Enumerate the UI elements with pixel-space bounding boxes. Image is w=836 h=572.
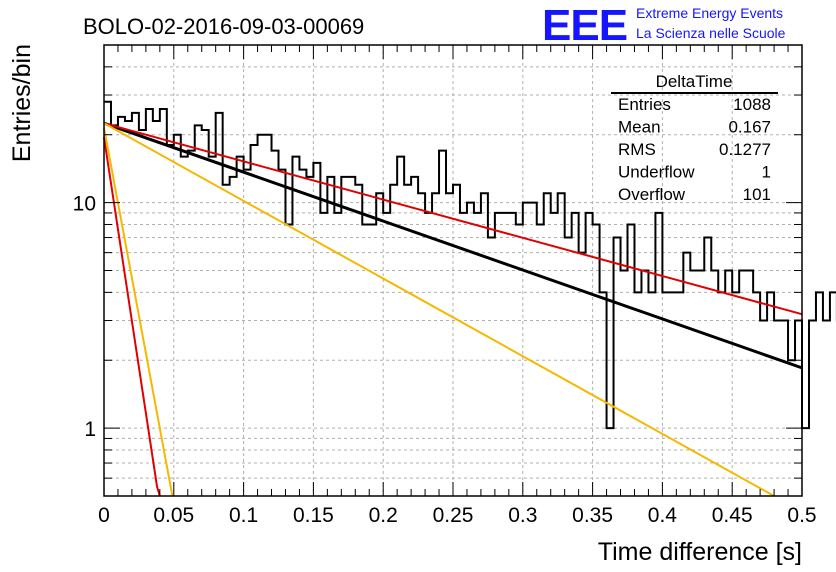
fit-line-red [103,122,803,316]
y-axis-title: Entries/bin [8,44,36,162]
chart-title: BOLO-02-2016-09-03-00069 [83,14,364,39]
stats-row-label: Underflow [618,163,695,182]
stats-row-label: Entries [618,95,671,114]
fit-line-red [103,137,161,497]
x-tick-label: 0.05 [153,504,194,527]
stats-row-label: Mean [618,118,661,137]
x-tick-label: 0.35 [572,504,613,527]
x-tick-label: 0 [98,504,110,527]
y-tick-label: 10 [73,193,96,216]
histogram [104,100,836,430]
stats-row-value: 1 [762,163,771,182]
y-tick-label: 1 [84,418,96,441]
x-tick-label: 0.5 [787,504,816,527]
fit-line-orange [103,127,174,497]
y-axis: 1 10 [73,44,802,497]
eee-logo: EEE Extreme Energy Events La Scienza nel… [542,1,786,50]
x-tick-label: 0.15 [293,504,334,527]
logo-line-1: Extreme Energy Events [636,5,783,21]
stats-box-name: DeltaTime [656,72,733,91]
x-tick-label: 0.2 [369,504,398,527]
stats-row-value: 0.167 [728,118,771,137]
stats-row-value: 0.1277 [719,140,771,159]
stats-row-label: RMS [618,140,656,159]
fit-line-black [103,121,803,370]
x-tick-label: 0.3 [508,504,537,527]
stats-row-value: 1088 [733,95,771,114]
stats-row-label: Overflow [618,185,686,204]
logo-line-2: La Scienza nelle Scuole [636,25,786,41]
logo-mark: EEE [542,1,627,50]
histogram-steps [104,100,836,430]
x-tick-label: 0.1 [229,504,258,527]
x-axis-title: Time difference [s] [598,538,802,566]
x-tick-label: 0.4 [648,504,678,527]
stats-box: DeltaTime Entries 1088 Mean 0.167 RMS 0.1277 U… [611,72,778,204]
x-tick-label: 0.45 [712,504,753,527]
stats-row-value: 101 [743,185,771,204]
fit-curves [103,121,803,497]
fit-line-orange [103,122,775,497]
x-axis: 0 0.05 0.1 0.15 0.2 0.25 0.3 0.35 0.4 0.45 0.5 [98,45,817,527]
x-tick-label: 0.25 [433,504,474,527]
